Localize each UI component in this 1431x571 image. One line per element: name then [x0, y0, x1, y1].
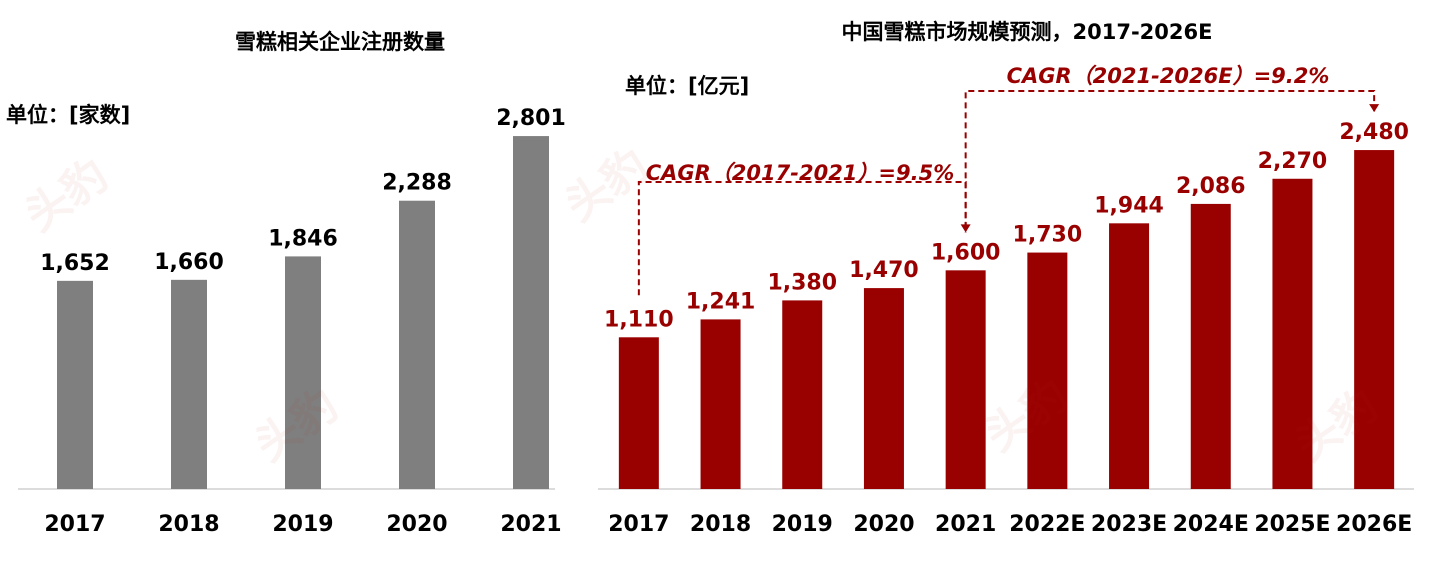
x-tick-label: 2020	[853, 512, 914, 537]
data-label: 1,470	[849, 258, 919, 283]
data-label: 2,288	[382, 171, 452, 196]
data-label: 1,652	[40, 251, 110, 276]
chart-title: 雪糕相关企业注册数量	[235, 30, 445, 54]
cagr-connector	[964, 90, 1376, 229]
x-tick-label: 2021	[500, 512, 561, 537]
x-tick-label: 2018	[158, 512, 219, 537]
bar	[57, 280, 93, 489]
data-label: 2,480	[1339, 120, 1409, 145]
bar	[1190, 203, 1231, 489]
bar	[618, 337, 659, 489]
unit-label: 单位：[家数]	[6, 103, 130, 127]
data-label: 1,241	[686, 289, 756, 314]
bar	[863, 288, 904, 489]
cagr-annotation: CAGR（2021-2026E）=9.2%	[1007, 64, 1330, 88]
bar	[945, 270, 986, 489]
cagr-annotation: CAGR（2017-2021）=9.5%	[646, 161, 955, 185]
bar	[399, 200, 435, 489]
data-label: 1,846	[268, 226, 338, 251]
bar	[782, 300, 823, 489]
x-tick-label: 2022E	[1009, 512, 1085, 537]
data-label: 1,110	[604, 307, 674, 332]
bar	[1354, 150, 1395, 490]
x-tick-label: 2024E	[1173, 512, 1249, 537]
data-label: 1,660	[154, 250, 224, 275]
x-tick-label: 2017	[608, 512, 669, 537]
x-tick-label: 2021	[935, 512, 996, 537]
x-tick-label: 2026E	[1336, 512, 1412, 537]
x-tick-label: 2020	[386, 512, 447, 537]
bar	[700, 319, 741, 489]
data-label: 2,270	[1258, 149, 1328, 174]
bar	[1109, 223, 1150, 489]
bar	[1272, 178, 1313, 489]
data-label: 1,380	[767, 270, 837, 295]
data-label: 2,086	[1176, 174, 1246, 199]
bar	[513, 136, 549, 489]
x-tick-label: 2019	[272, 512, 333, 537]
x-tick-label: 2019	[772, 512, 833, 537]
x-tick-label: 2017	[44, 512, 105, 537]
data-label: 1,600	[931, 240, 1001, 265]
x-tick-label: 2018	[690, 512, 751, 537]
data-label: 1,730	[1013, 223, 1083, 248]
unit-label: 单位：[亿元]	[625, 74, 749, 98]
data-label: 2,801	[496, 106, 566, 131]
bar	[285, 256, 321, 489]
bar	[171, 279, 207, 489]
x-tick-label: 2023E	[1091, 512, 1167, 537]
bar	[1027, 252, 1068, 489]
cagr-arrowhead	[1369, 104, 1380, 113]
chart-title: 中国雪糕市场规模预测，2017-2026E	[842, 20, 1213, 44]
data-label: 1,944	[1094, 193, 1164, 218]
x-tick-label: 2025E	[1254, 512, 1330, 537]
